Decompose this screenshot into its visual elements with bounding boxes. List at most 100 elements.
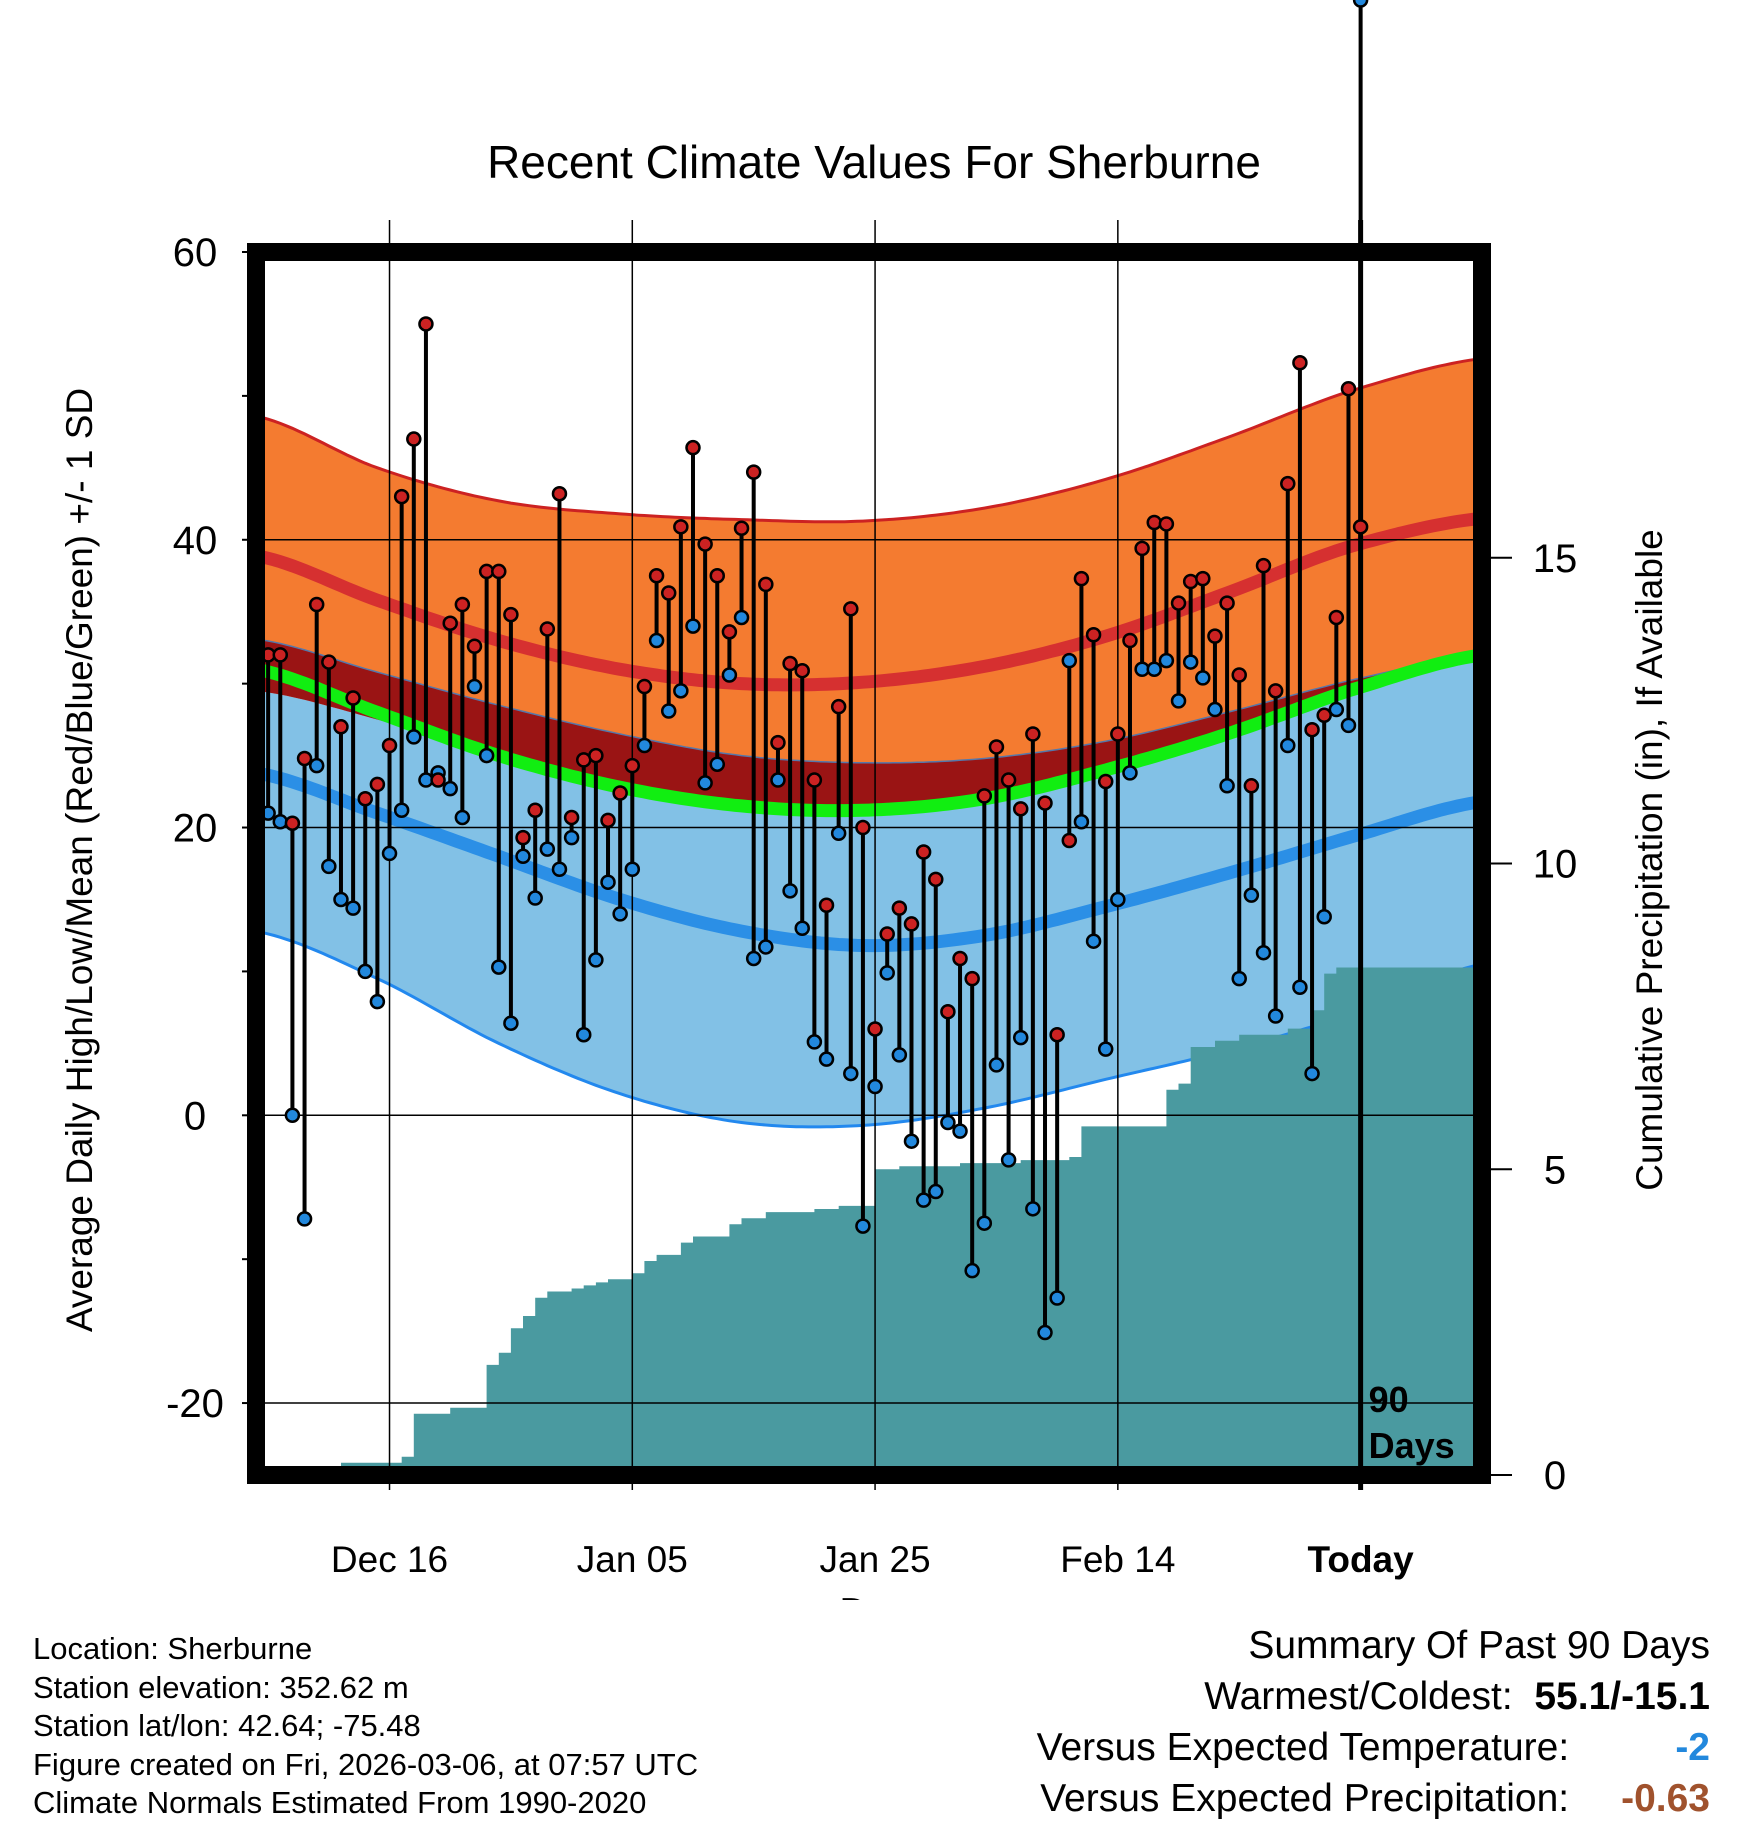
daily-high-point bbox=[284, 815, 301, 831]
daily-high-point bbox=[1110, 726, 1126, 742]
warmest-coldest-label: Warmest/Coldest: bbox=[1204, 1675, 1513, 1718]
y-axis-label: Average Daily High/Low/Mean (Red/Blue/Gr… bbox=[59, 388, 100, 1332]
daily-high-point bbox=[770, 734, 786, 751]
daily-low-point bbox=[1025, 1201, 1041, 1217]
daily-high-point bbox=[406, 431, 422, 447]
daily-low-point bbox=[1158, 652, 1175, 669]
daily-high-point bbox=[381, 737, 398, 754]
daily-low-point bbox=[660, 703, 677, 719]
daily-low-point bbox=[843, 1065, 859, 1082]
x-tick-label: Jan 25 bbox=[820, 1539, 931, 1580]
daily-high-point bbox=[1231, 667, 1247, 683]
daily-low-point bbox=[369, 993, 386, 1010]
daily-low-point bbox=[321, 858, 337, 875]
daily-high-point bbox=[563, 809, 580, 826]
daily-high-point bbox=[1292, 355, 1308, 371]
daily-low-point bbox=[964, 1262, 980, 1279]
daily-high-point bbox=[952, 950, 968, 967]
daily-low-point bbox=[515, 848, 531, 865]
station-elevation: Station elevation: 352.62 m bbox=[33, 1669, 409, 1705]
daily-low-point bbox=[1304, 1065, 1320, 1082]
daily-high-point bbox=[1340, 380, 1357, 397]
daily-high-point bbox=[272, 647, 289, 663]
daily-high-point bbox=[551, 485, 568, 502]
daily-high-point bbox=[527, 802, 543, 819]
daily-high-point bbox=[308, 596, 325, 613]
daily-high-point bbox=[855, 819, 871, 836]
chart-title: Recent Climate Values For Sherburne bbox=[487, 136, 1261, 188]
daily-high-point bbox=[1304, 721, 1320, 738]
daily-low-point bbox=[770, 772, 786, 788]
daily-low-point bbox=[940, 1114, 956, 1131]
daily-low-point bbox=[454, 809, 471, 826]
daily-low-point bbox=[308, 757, 325, 774]
daily-high-point bbox=[321, 654, 337, 670]
daily-high-point bbox=[600, 812, 616, 829]
daily-low-point bbox=[503, 1015, 519, 1031]
daily-high-point bbox=[1182, 573, 1199, 590]
daily-low-point bbox=[867, 1078, 883, 1095]
warmest-coldest-value: 55.1/-15.1 bbox=[1534, 1675, 1710, 1718]
daily-low-point bbox=[1328, 701, 1345, 718]
daily-low-point bbox=[988, 1057, 1005, 1073]
daily-high-point bbox=[418, 316, 434, 332]
daily-high-point bbox=[1097, 773, 1114, 790]
daily-high-point bbox=[539, 621, 556, 637]
daily-high-point bbox=[1085, 626, 1102, 643]
daily-low-point bbox=[673, 683, 689, 699]
daily-high-point bbox=[697, 536, 713, 552]
daily-low-point bbox=[1110, 891, 1126, 908]
x-tick-label: Today bbox=[1308, 1539, 1415, 1580]
daily-high-point bbox=[1012, 801, 1029, 817]
y2-tick-label: 5 bbox=[1544, 1148, 1566, 1192]
daily-high-point bbox=[648, 567, 665, 584]
daily-low-point bbox=[782, 883, 798, 899]
daily-high-point bbox=[879, 926, 895, 942]
daily-low-point bbox=[1085, 933, 1102, 949]
daily-low-point bbox=[527, 890, 543, 906]
daily-high-point bbox=[976, 788, 993, 804]
daily-low-point bbox=[600, 874, 616, 890]
daily-high-point bbox=[1195, 570, 1211, 587]
daily-low-point bbox=[539, 841, 556, 857]
daily-high-point bbox=[964, 970, 980, 987]
daily-high-point bbox=[940, 1003, 956, 1020]
daily-high-point bbox=[491, 563, 507, 580]
daily-low-point bbox=[928, 1183, 944, 1200]
daily-low-point bbox=[806, 1034, 823, 1050]
y-tick-label: 0 bbox=[184, 1094, 206, 1138]
daily-low-point bbox=[296, 1211, 313, 1227]
daily-high-point bbox=[588, 747, 604, 764]
daily-high-point bbox=[915, 844, 932, 860]
daily-low-point bbox=[1097, 1041, 1114, 1057]
y-tick-label: -20 bbox=[166, 1382, 224, 1426]
daily-high-point bbox=[296, 750, 313, 767]
daily-high-point bbox=[357, 791, 373, 807]
daily-low-point bbox=[1219, 778, 1235, 794]
daily-high-point bbox=[721, 624, 738, 640]
daily-high-point bbox=[1000, 772, 1017, 788]
daily-high-point bbox=[430, 772, 446, 788]
y2-tick-label: 10 bbox=[1533, 843, 1578, 887]
daily-low-point bbox=[393, 802, 410, 819]
y2-tick-label: 0 bbox=[1544, 1454, 1566, 1498]
daily-high-point bbox=[1037, 795, 1053, 811]
daily-low-point bbox=[1280, 737, 1296, 754]
daily-low-point bbox=[879, 965, 895, 981]
daily-low-point bbox=[1255, 944, 1272, 961]
high-plus-sd-line bbox=[255, 357, 1483, 524]
daily-low-point bbox=[1316, 908, 1332, 925]
daily-low-point bbox=[636, 737, 653, 754]
y-tick-label: 40 bbox=[173, 519, 218, 563]
figure-created: Figure created on Fri, 2026-03-06, at 07… bbox=[33, 1746, 699, 1782]
daily-high-point bbox=[928, 871, 944, 888]
daily-high-point bbox=[1316, 707, 1332, 724]
daily-low-point bbox=[563, 829, 580, 846]
y2-tick-label: 15 bbox=[1533, 537, 1578, 581]
daily-high-point bbox=[369, 776, 386, 793]
daily-low-point bbox=[1146, 661, 1163, 678]
daily-low-point bbox=[818, 1051, 835, 1067]
daily-low-point bbox=[1231, 970, 1247, 987]
daily-high-point bbox=[442, 615, 458, 631]
daily-high-point bbox=[660, 585, 677, 601]
